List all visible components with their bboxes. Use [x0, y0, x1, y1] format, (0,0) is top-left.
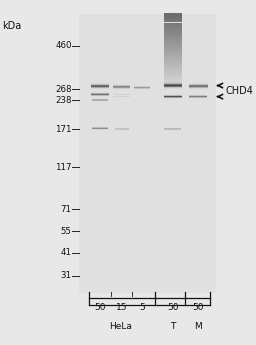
Text: 50: 50	[167, 303, 178, 312]
Text: 171: 171	[55, 125, 72, 134]
Text: 71: 71	[61, 205, 72, 214]
Text: 460: 460	[55, 41, 72, 50]
Text: 268: 268	[55, 85, 72, 93]
Text: kDa: kDa	[3, 21, 22, 31]
Text: CHD4: CHD4	[225, 86, 253, 96]
Text: 238: 238	[55, 96, 72, 105]
Bar	[79, 14, 216, 293]
Text: 55: 55	[61, 227, 72, 236]
Text: T: T	[170, 322, 175, 331]
Text: 5: 5	[139, 303, 145, 312]
Text: 117: 117	[55, 163, 72, 172]
Text: 41: 41	[61, 248, 72, 257]
Text: 15: 15	[116, 303, 127, 312]
Text: HeLa: HeLa	[109, 322, 132, 331]
Text: 50: 50	[193, 303, 204, 312]
Text: 31: 31	[61, 272, 72, 280]
Text: 50: 50	[94, 303, 105, 312]
Text: M: M	[195, 322, 202, 331]
